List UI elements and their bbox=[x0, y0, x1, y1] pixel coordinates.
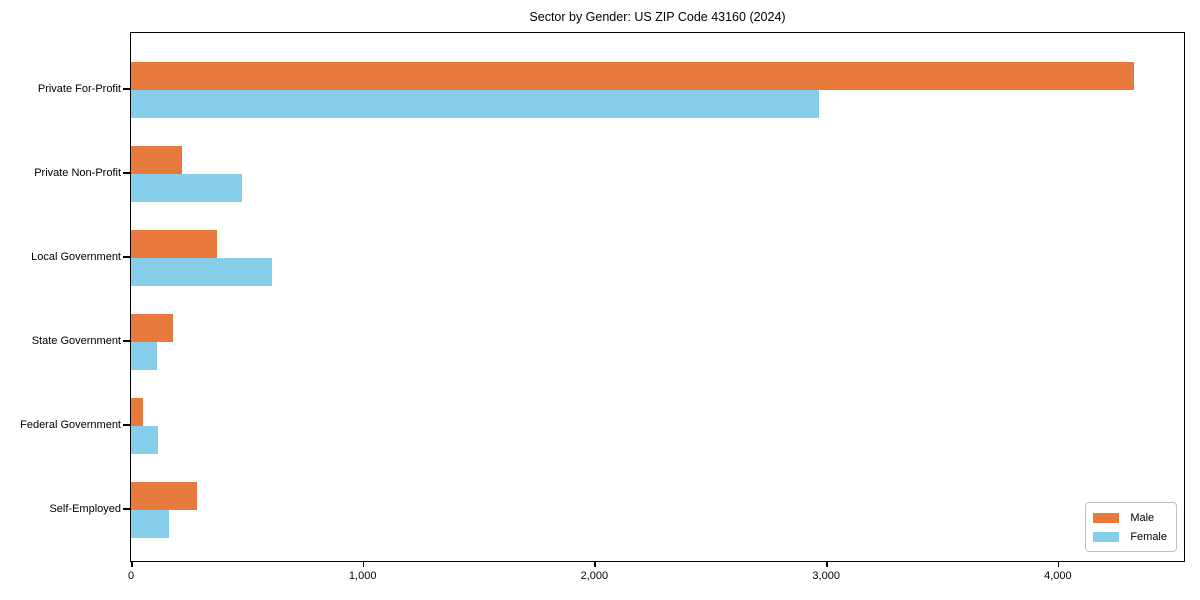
y-axis-tick bbox=[123, 508, 130, 510]
x-axis-tick-label: 3,000 bbox=[812, 570, 840, 582]
legend: Male Female bbox=[1085, 502, 1177, 552]
x-axis-tick bbox=[131, 562, 133, 567]
x-axis-tick-label: 2,000 bbox=[580, 570, 609, 582]
legend-item-female: Female bbox=[1093, 527, 1167, 546]
chart-title: Sector by Gender: US ZIP Code 43160 (202… bbox=[529, 10, 786, 24]
bar-male-self-employed bbox=[131, 482, 197, 510]
bar-male-private-non-profit bbox=[131, 146, 182, 174]
x-axis-tick bbox=[594, 562, 596, 567]
bar-male-private-for-profit bbox=[131, 62, 1135, 90]
y-axis-label-self-employed: Self-Employed bbox=[49, 503, 121, 515]
x-axis-tick bbox=[1057, 562, 1060, 567]
bar-male-state-government bbox=[131, 314, 173, 342]
legend-item-male: Male bbox=[1093, 508, 1167, 527]
y-axis-label-state-government: State Government bbox=[31, 335, 121, 347]
x-axis-tick-label: 1,000 bbox=[348, 570, 377, 582]
x-axis: 0 1,000 2,000 3,000 4,000 bbox=[127, 562, 1183, 592]
bar-female-self-employed bbox=[131, 510, 170, 538]
x-axis-tick bbox=[826, 562, 828, 567]
y-axis-label-private-for-profit: Private For-Profit bbox=[37, 83, 121, 95]
legend-swatch-male bbox=[1093, 512, 1120, 523]
y-axis-tick bbox=[123, 172, 130, 174]
y-axis-tick bbox=[123, 424, 130, 426]
bar-female-state-government bbox=[131, 342, 157, 370]
bar-female-local-government bbox=[131, 258, 273, 286]
y-axis-label-local-government: Local Government bbox=[31, 251, 121, 263]
x-axis-tick-label: 4,000 bbox=[1044, 570, 1072, 582]
y-axis-label-private-non-profit: Private Non-Profit bbox=[34, 167, 121, 179]
y-axis-tick bbox=[123, 88, 130, 90]
legend-label-male: Male bbox=[1130, 511, 1155, 524]
bar-female-private-non-profit bbox=[131, 174, 243, 202]
x-axis-tick bbox=[362, 562, 365, 567]
x-axis-tick-label: 0 bbox=[127, 570, 135, 582]
bar-male-federal-government bbox=[131, 398, 143, 426]
y-axis-tick bbox=[123, 340, 130, 342]
y-axis-label-federal-government: Federal Government bbox=[20, 419, 121, 431]
bar-male-local-government bbox=[131, 230, 217, 258]
plot-area: Male Female bbox=[130, 32, 1185, 562]
legend-label-female: Female bbox=[1130, 530, 1167, 543]
legend-swatch-female bbox=[1093, 531, 1120, 542]
bar-female-private-for-profit bbox=[131, 90, 820, 118]
y-axis-tick bbox=[123, 256, 130, 258]
bar-female-federal-government bbox=[131, 426, 158, 454]
